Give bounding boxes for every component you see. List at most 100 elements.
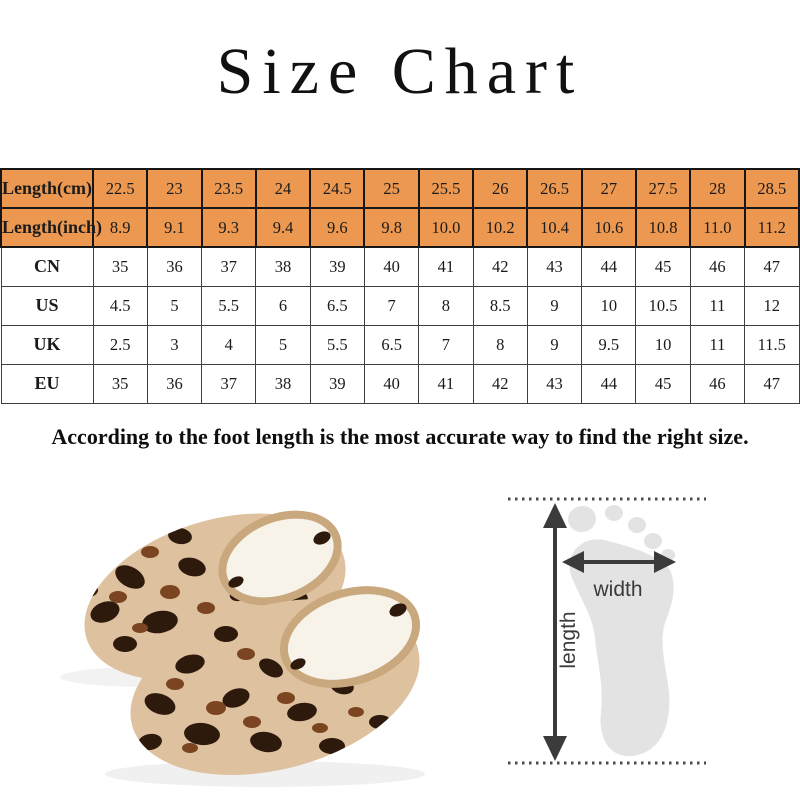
row-label: UK	[0, 324, 94, 365]
size-cell: 9	[526, 324, 583, 365]
size-cell: 9.3	[200, 207, 257, 248]
size-cell: 8.9	[91, 207, 149, 248]
size-cell: 2.5	[92, 324, 148, 365]
size-cell: 46	[689, 363, 746, 404]
size-cell: 5	[255, 324, 311, 365]
size-cell: 6.5	[309, 285, 365, 326]
table-row: Length(cm) 22.5 23 23.5 24 24.5 25 25.5 26 26.5 27…	[0, 168, 800, 209]
table-row: UK 2.5 3 4 5 5.5 6.5 7 8 9 9.5 10 11 11.5	[0, 324, 800, 365]
size-cell: 10.8	[634, 207, 692, 248]
size-cell: 9.5	[581, 324, 637, 365]
size-cell: 39	[309, 246, 365, 287]
length-arrow	[543, 503, 567, 761]
size-cell: 35	[92, 246, 148, 287]
front-slipper	[130, 586, 421, 775]
table-row: US 4.5 5 5.5 6 6.5 7 8 8.5 9 10 10.5 11 12	[0, 285, 800, 326]
size-cell: 9.6	[309, 207, 366, 248]
size-cell: 27	[580, 168, 637, 209]
width-label: width	[592, 578, 642, 601]
size-cell: 12	[744, 285, 800, 326]
size-cell: 5.5	[201, 285, 257, 326]
size-cell: 6.5	[363, 324, 420, 365]
size-cell: 41	[418, 246, 474, 287]
size-cell: 10.0	[417, 207, 475, 248]
size-cell: 35	[92, 363, 148, 404]
size-cell: 39	[309, 363, 365, 404]
size-cell: 25	[363, 168, 420, 209]
size-table-body: Length(cm) 22.5 23 23.5 24 24.5 25 25.5 26 26.5 27…	[0, 168, 800, 404]
size-cell: 7	[363, 285, 420, 326]
size-cell: 24.5	[309, 168, 366, 209]
footprint-graphic	[568, 505, 675, 757]
size-cell: 36	[146, 246, 203, 287]
size-cell: 26	[472, 168, 529, 209]
size-cell: 28.5	[743, 168, 800, 209]
size-cell: 10.2	[472, 207, 529, 248]
product-photo-slippers-image	[60, 510, 425, 787]
size-cell: 47	[744, 363, 800, 404]
size-cell: 44	[581, 363, 637, 404]
size-cell: 28	[689, 168, 746, 209]
table-row: Length(inch) 8.9 9.1 9.3 9.4 9.6 9.8 10.0 10.2 10…	[0, 207, 800, 248]
size-cell: 9	[526, 285, 583, 326]
size-cell: 8	[418, 285, 474, 326]
size-cell: 46	[689, 246, 746, 287]
size-cell: 42	[472, 246, 528, 287]
size-cell: 10.4	[526, 207, 583, 248]
width-arrow	[562, 551, 676, 573]
size-cell: 10.6	[580, 207, 637, 248]
row-label: EU	[0, 363, 94, 404]
size-cell: 23.5	[200, 168, 257, 209]
row-label: Length(inch)	[0, 207, 102, 248]
size-cell: 37	[201, 246, 257, 287]
size-cell: 10	[635, 324, 691, 365]
size-cell: 38	[255, 246, 311, 287]
size-cell: 5.5	[309, 324, 365, 365]
row-label: CN	[0, 246, 94, 287]
size-cell: 11.2	[743, 207, 800, 248]
row-label: Length(cm)	[0, 168, 94, 209]
row-label: US	[0, 285, 94, 326]
size-cell: 3	[146, 324, 203, 365]
size-cell: 8	[472, 324, 528, 365]
size-cell: 43	[526, 246, 583, 287]
front-slipper-lining	[279, 586, 421, 688]
size-cell: 40	[363, 363, 420, 404]
size-cell: 45	[635, 363, 691, 404]
size-cell: 6	[255, 285, 311, 326]
size-cell: 23	[146, 168, 203, 209]
size-cell: 36	[146, 363, 203, 404]
size-cell: 43	[526, 363, 583, 404]
size-cell: 11.0	[689, 207, 746, 248]
size-table: Length(cm) 22.5 23 23.5 24 24.5 25 25.5 26 26.5 27…	[0, 168, 800, 404]
size-cell: 9.8	[363, 207, 420, 248]
size-cell: 45	[635, 246, 691, 287]
size-cell: 10	[581, 285, 637, 326]
size-cell: 4	[201, 324, 257, 365]
size-cell: 11	[689, 285, 746, 326]
size-cell: 40	[363, 246, 420, 287]
size-cell: 26.5	[526, 168, 583, 209]
size-cell: 11	[689, 324, 746, 365]
size-cell: 37	[201, 363, 257, 404]
size-cell: 42	[472, 363, 528, 404]
size-cell: 5	[146, 285, 203, 326]
size-cell: 25.5	[417, 168, 475, 209]
size-cell: 22.5	[91, 168, 149, 209]
size-cell: 11.5	[744, 324, 800, 365]
size-cell: 47	[744, 246, 800, 287]
table-row: CN 35 36 37 38 39 40 41 42 43 44 45 46 47	[0, 246, 800, 287]
length-label: length	[557, 611, 580, 668]
size-cell: 27.5	[634, 168, 692, 209]
size-cell: 7	[418, 324, 474, 365]
size-cell: 44	[581, 246, 637, 287]
size-cell: 10.5	[635, 285, 691, 326]
size-cell: 8.5	[472, 285, 528, 326]
size-cell: 4.5	[92, 285, 148, 326]
page-title: Size Chart	[216, 35, 584, 108]
measure-advice-text: According to the foot length is the most…	[51, 424, 749, 449]
foot-measure-diagram: width length	[508, 497, 706, 765]
size-cell: 38	[255, 363, 311, 404]
back-slipper-lining	[218, 510, 342, 606]
size-cell: 9.1	[146, 207, 203, 248]
